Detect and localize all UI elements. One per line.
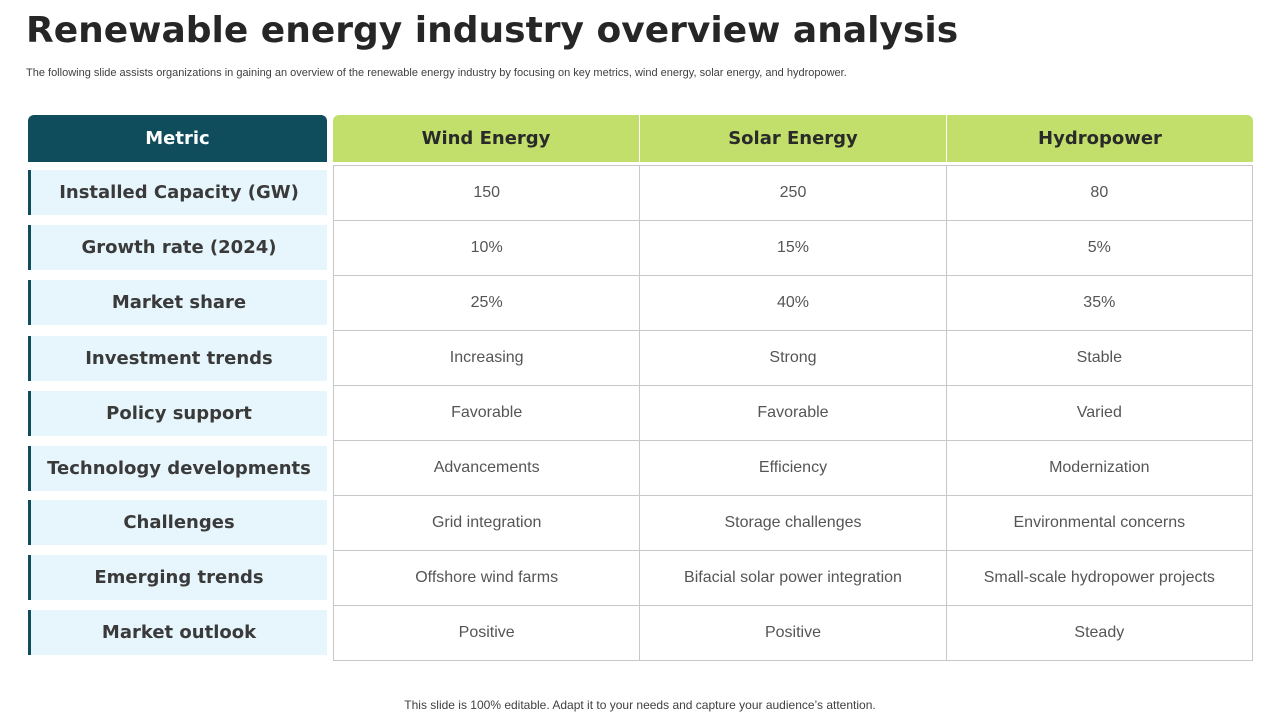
table-cell: Modernization: [1049, 459, 1150, 476]
table-cell: Steady: [1074, 624, 1125, 641]
table-row: 10% 15% 5%: [334, 221, 1252, 276]
column-header-wind: Wind Energy: [333, 115, 640, 162]
metric-label: Emerging trends: [28, 555, 327, 600]
table-cell: Advancements: [334, 441, 641, 495]
table-body: 150 250 80 10% 15% 5% 25% 40% 35% Increa…: [333, 165, 1253, 661]
metric-column-header: Metric: [28, 115, 327, 162]
table-cell: Grid integration: [334, 496, 641, 550]
column-header-solar: Solar Energy: [640, 115, 947, 162]
metric-column: Metric Installed Capacity (GW) Growth ra…: [28, 115, 327, 655]
table-cell: 10%: [334, 221, 641, 275]
table-cell: 150: [334, 166, 641, 220]
metric-label: Installed Capacity (GW): [28, 170, 327, 215]
table-row: 25% 40% 35%: [334, 276, 1252, 331]
table-cell: Favorable: [640, 386, 947, 440]
slide-subtitle: The following slide assists organization…: [26, 67, 847, 79]
comparison-table: Wind Energy Solar Energy Hydropower 150 …: [333, 115, 1253, 661]
table-cell: Positive: [640, 606, 947, 660]
table-row: Grid integration Storage challenges Envi…: [334, 496, 1252, 551]
table-cell: Stable: [1076, 349, 1122, 366]
column-header-row: Wind Energy Solar Energy Hydropower: [333, 115, 1253, 162]
table-cell: Small-scale hydropower projects: [983, 569, 1215, 586]
slide-title: Renewable energy industry overview analy…: [26, 10, 959, 51]
metric-label: Challenges: [28, 500, 327, 545]
table-cell: Strong: [640, 331, 947, 385]
table-cell: Varied: [1076, 404, 1122, 421]
table-row: Favorable Favorable Varied: [334, 386, 1252, 441]
slide-footer-note: This slide is 100% editable. Adapt it to…: [404, 698, 876, 712]
metric-label: Technology developments: [28, 446, 327, 491]
table-cell: 25%: [334, 276, 641, 330]
table-cell: Increasing: [334, 331, 641, 385]
table-cell: Bifacial solar power integration: [640, 551, 947, 605]
metric-label: Growth rate (2024): [28, 225, 327, 270]
table-cell: Efficiency: [640, 441, 947, 495]
table-cell: 15%: [640, 221, 947, 275]
metric-label: Market share: [28, 280, 327, 325]
table-cell: 250: [640, 166, 947, 220]
table-cell: 80: [1090, 184, 1109, 201]
table-row: Offshore wind farms Bifacial solar power…: [334, 551, 1252, 606]
table-cell: 5%: [1087, 239, 1111, 256]
table-cell: Environmental concerns: [1013, 514, 1186, 531]
table-row: Positive Positive Steady: [334, 606, 1252, 660]
column-header-hydro: Hydropower: [1038, 128, 1162, 149]
metric-label: Investment trends: [28, 336, 327, 381]
metric-label: Policy support: [28, 391, 327, 436]
table-cell: Favorable: [334, 386, 641, 440]
table-row: Increasing Strong Stable: [334, 331, 1252, 386]
table-row: Advancements Efficiency Modernization: [334, 441, 1252, 496]
table-cell: 40%: [640, 276, 947, 330]
table-cell: Positive: [334, 606, 641, 660]
table-cell: Storage challenges: [640, 496, 947, 550]
table-cell: 35%: [1083, 294, 1116, 311]
table-row: 150 250 80: [334, 166, 1252, 221]
metric-label: Market outlook: [28, 610, 327, 655]
table-cell: Offshore wind farms: [334, 551, 641, 605]
